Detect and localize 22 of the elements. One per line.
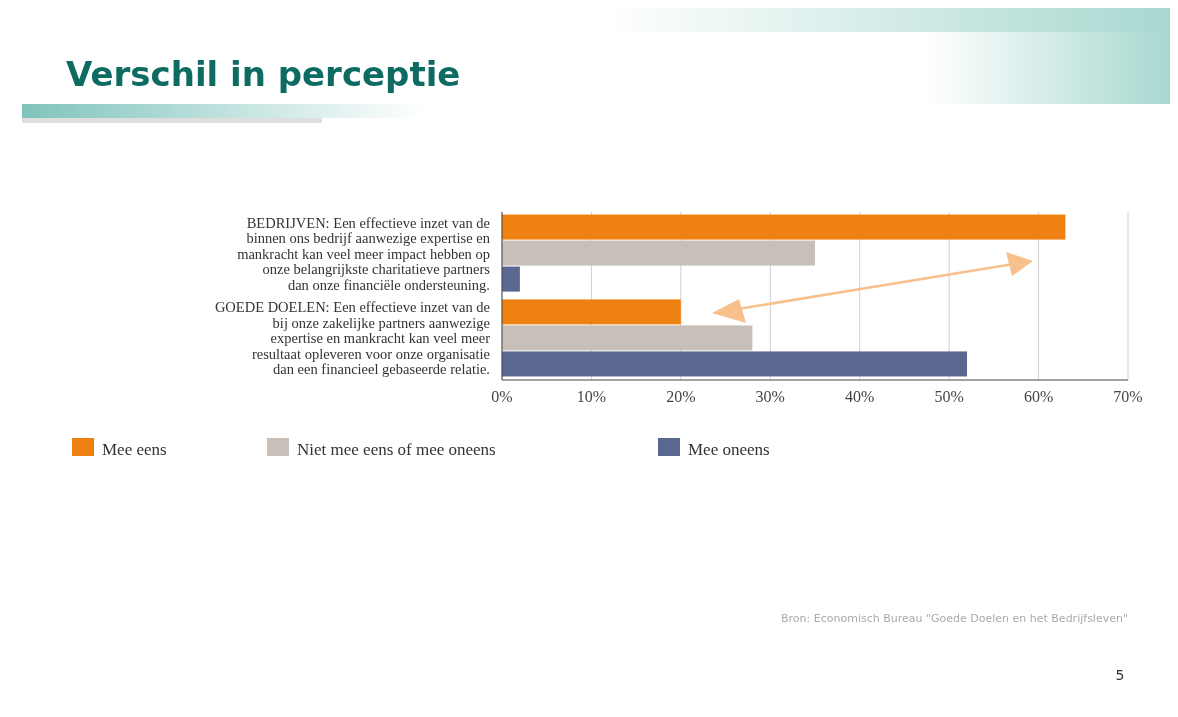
- x-tick-label: 0%: [491, 388, 513, 405]
- x-tick-label: 50%: [934, 388, 964, 405]
- x-tick-label: 40%: [845, 388, 875, 405]
- legend-label: Mee oneens: [688, 440, 770, 459]
- bar: [502, 325, 753, 351]
- bar: [502, 299, 681, 325]
- bar: [502, 214, 1066, 240]
- y-tick-label: GOEDE DOELEN: Een effectieve inzet van de bij onze zakelijke partners aanwezige expertise en mankracht kan veel meer resultaat opleveren voor onze organisatie dan een financieel gebaseerde relatie.: [214, 299, 491, 378]
- y-tick-label: BEDRIJVEN: Een effectieve inzet van de binnen ons bedrijf aanwezige expertise en mankracht kan veel meer impact hebben op onze belangrijkste charitatieve partners dan onze financiële ondersteuning.: [237, 214, 491, 293]
- bar: [502, 240, 815, 266]
- x-tick-label: 70%: [1113, 388, 1143, 405]
- legend-label: Mee eens: [102, 440, 167, 459]
- bar: [502, 266, 520, 292]
- x-tick-label: 20%: [666, 388, 696, 405]
- text: 5: [1115, 667, 1125, 683]
- chart-title: Verschil in perceptie: [66, 54, 461, 94]
- bar: [502, 351, 968, 377]
- text: Bron: Economisch Bureau "Goede Doelen en het Bedrijfsleven": [781, 612, 1128, 625]
- x-tick-label: 10%: [576, 388, 607, 405]
- x-tick-label: 60%: [1023, 388, 1054, 405]
- x-tick-label: 30%: [755, 388, 785, 405]
- legend-label: Niet mee eens of mee oneens: [297, 440, 496, 459]
